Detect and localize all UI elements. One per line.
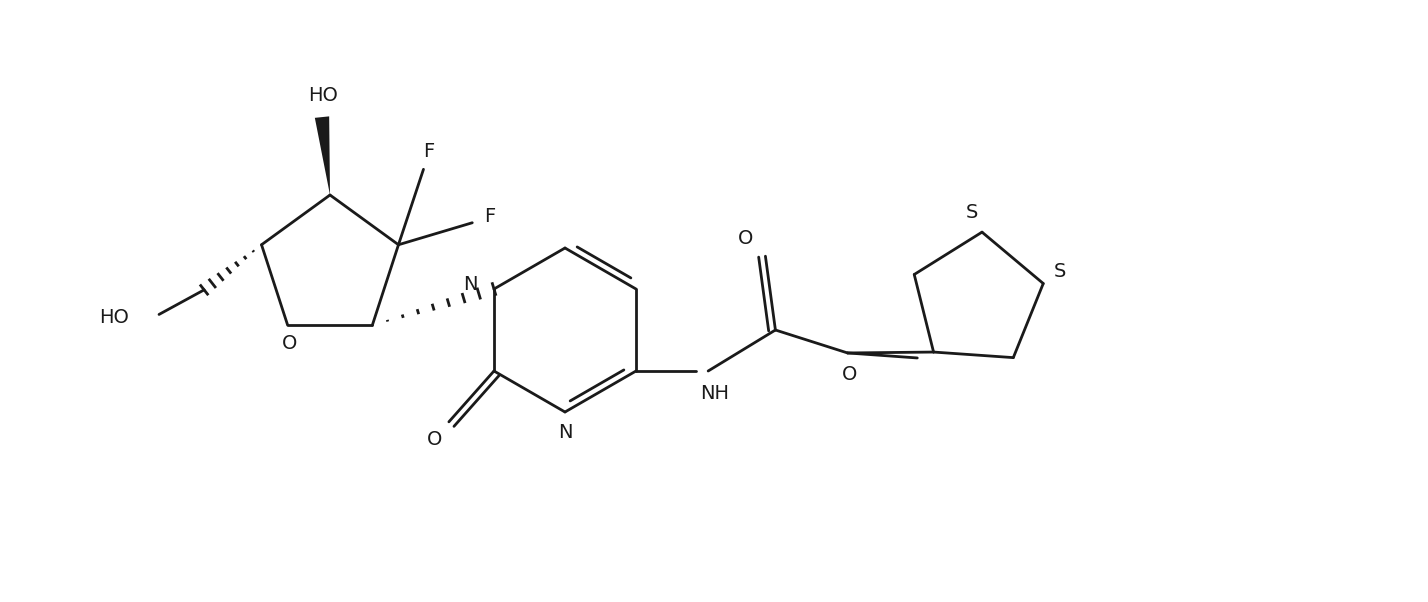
Text: HO: HO	[99, 308, 129, 327]
Polygon shape	[314, 116, 330, 195]
Text: O: O	[427, 430, 443, 449]
Text: N: N	[464, 276, 478, 294]
Text: N: N	[558, 423, 573, 441]
Text: S: S	[965, 203, 978, 222]
Text: HO: HO	[308, 85, 338, 105]
Text: O: O	[738, 229, 753, 247]
Text: O: O	[843, 365, 857, 385]
Text: F: F	[484, 207, 496, 226]
Text: O: O	[281, 334, 297, 353]
Text: F: F	[423, 142, 434, 161]
Text: S: S	[1054, 262, 1067, 281]
Text: NH: NH	[700, 383, 728, 403]
